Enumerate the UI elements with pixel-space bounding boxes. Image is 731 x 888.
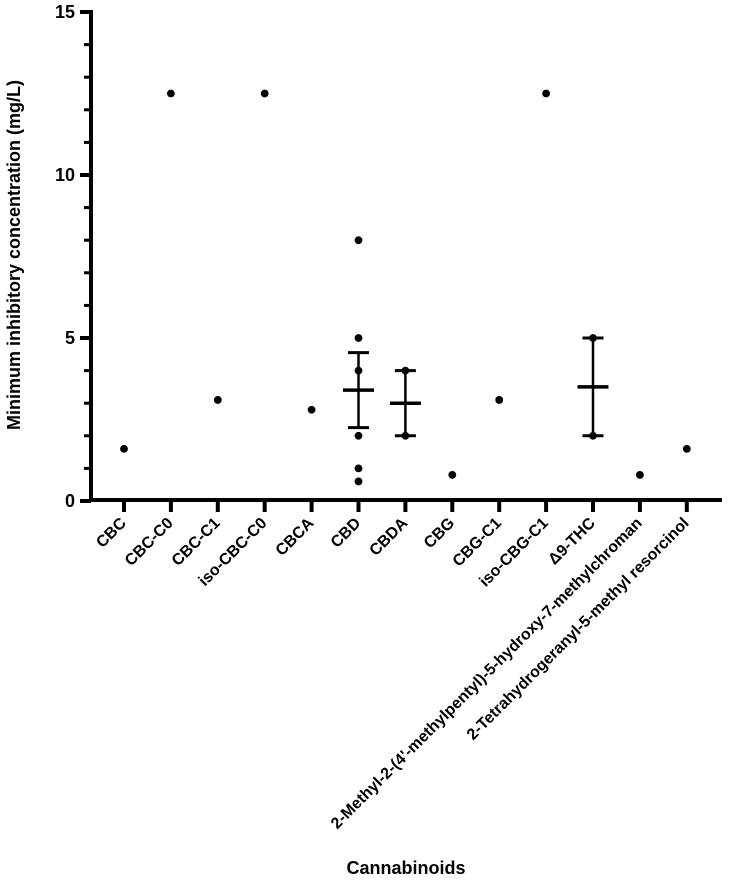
x-axis-title: Cannabinoids: [346, 858, 465, 878]
x-axis-category-label: 2-Methyl-2-(4'-methylpentyl)-5-hydroxy-7…: [328, 515, 646, 833]
data-point: [354, 477, 363, 486]
data-point: [307, 405, 316, 414]
y-axis-title: Minimum inhibitory concentration (mg/L): [4, 80, 24, 430]
data-point: [354, 431, 363, 440]
data-point: [589, 334, 597, 342]
data-point: [636, 471, 644, 479]
y-axis-tick-label: 10: [55, 165, 75, 185]
data-point: [354, 334, 363, 342]
x-axis-category-label: CBCA: [273, 514, 318, 559]
data-point: [401, 366, 410, 375]
data-point: [448, 471, 457, 479]
data-point: [213, 396, 222, 404]
x-axis-category-label: CBC: [93, 514, 130, 551]
data-point: [354, 464, 363, 473]
data-point: [120, 444, 128, 453]
y-axis-tick-label: 15: [55, 2, 75, 22]
x-axis-category-label: 2-Tetrahydrogeranyl-5-methyl resorcinol: [464, 515, 693, 744]
data-point: [682, 444, 691, 453]
data-point: [401, 431, 410, 440]
x-axis-category-label: CBG: [421, 515, 458, 552]
data-point: [260, 89, 269, 98]
y-axis-tick-label: 0: [65, 491, 75, 511]
data-point: [542, 89, 550, 98]
x-axis-category-label: CBDA: [367, 514, 412, 559]
y-axis-tick-label: 5: [65, 328, 75, 348]
data-point: [589, 431, 597, 440]
data-point: [495, 396, 504, 404]
data-point: [354, 236, 363, 245]
x-axis-category-label: CBC-C0: [122, 515, 177, 570]
data-point: [354, 366, 363, 375]
x-axis-category-label: CBD: [328, 515, 365, 552]
data-point: [167, 89, 175, 98]
